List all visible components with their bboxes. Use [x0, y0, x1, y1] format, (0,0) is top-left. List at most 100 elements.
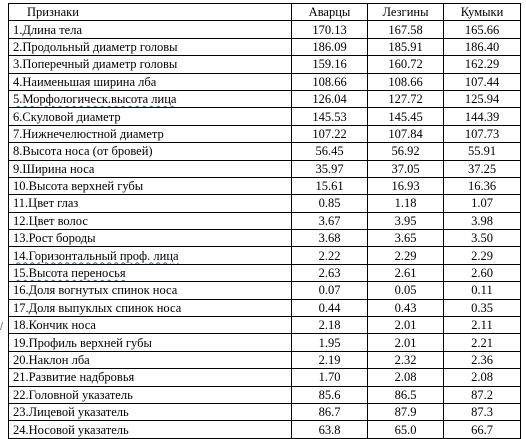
kumyks-value-cell: 55.91	[443, 142, 521, 161]
lezgins-value-cell: 56.92	[367, 142, 444, 161]
table-row: 10.Высота верхней губы 15.61 16.93 16.36	[8, 176, 521, 196]
lezgins-value-cell: 185.91	[367, 37, 444, 57]
kumyks-value: 87.2	[471, 387, 493, 402]
table-row: 8.Высота носа (от бровей) 56.45 56.92 55.91	[8, 142, 521, 161]
trait-label: 6.Скуловой диаметр	[13, 109, 121, 124]
table-row: 5.Морфологическ.высота лица 126.04 127.72 1…	[8, 89, 521, 109]
table-row: 3.Поперечный диаметр головы 159.16 160.72 1…	[8, 55, 521, 74]
kumyks-value-cell: 125.94	[443, 89, 521, 109]
kumyks-value-cell: 2.08	[443, 368, 521, 387]
kumyks-value-cell: 2.36	[443, 350, 521, 370]
avars-value-cell: 108.66	[291, 72, 368, 91]
trait-label-cell: 7.Нижнечелюстной диаметр	[8, 124, 292, 144]
kumyks-value: 37.25	[467, 161, 497, 176]
avars-value: 1.95	[318, 335, 341, 350]
lezgins-value-cell: 2.08	[367, 368, 444, 387]
lezgins-value: 107.84	[388, 126, 423, 141]
table-row: 12.Цвет волос 3.67 3.95 3.98	[8, 211, 521, 231]
table-row: 1.Длина тела 170.13 167.58 165.66	[8, 20, 521, 39]
kumyks-value: 55.91	[467, 144, 497, 159]
kumyks-value: 107.44	[464, 74, 500, 89]
avars-value: 0.07	[318, 283, 341, 298]
avars-value-cell: 3.68	[291, 229, 368, 248]
avars-value-cell: 0.85	[291, 194, 368, 213]
kumyks-value-cell: 165.66	[443, 20, 521, 39]
kumyks-value: 2.29	[471, 248, 493, 263]
kumyks-value-cell: 3.98	[443, 211, 521, 231]
kumyks-value: 125.94	[464, 92, 500, 107]
trait-label: 9.Ширина носа	[13, 161, 95, 176]
table-row: 21.Развитие надбровья 1.70 2.08 2.08	[8, 368, 521, 387]
kumyks-value: 162.29	[464, 57, 500, 72]
trait-label-cell: 10.Высота верхней губы	[8, 176, 292, 196]
kumyks-value-cell: 1.07	[443, 194, 521, 213]
header-cell-lezgins: Лезгины	[367, 2, 444, 22]
kumyks-value-cell: 3.50	[443, 229, 521, 248]
kumyks-value: 2.21	[471, 335, 493, 350]
avars-value: 2.22	[318, 248, 341, 263]
lezgins-value: 3.65	[394, 231, 417, 246]
avars-value: 35.97	[315, 161, 344, 176]
kumyks-value: 107.73	[464, 126, 500, 141]
kumyks-value: 66.7	[471, 422, 493, 437]
avars-value-cell: 1.95	[291, 333, 368, 352]
header-cell-kumyks: Кумыки	[443, 2, 521, 22]
trait-label: 2.Продольный диаметр головы	[13, 39, 178, 54]
kumyks-value-cell: 2.11	[443, 316, 521, 335]
lezgins-value-cell: 65.0	[367, 420, 444, 439]
lezgins-value-cell: 3.65	[367, 229, 444, 248]
avars-value-cell: 2.18	[291, 316, 368, 335]
avars-value: 15.61	[315, 179, 344, 194]
trait-label-cell: 21.Развитие надбровья	[8, 368, 292, 387]
trait-label-cell: 9.Ширина носа	[8, 159, 292, 178]
kumyks-value-cell: 2.29	[443, 246, 521, 265]
lezgins-value: 3.95	[394, 213, 417, 228]
avars-value: 86.7	[318, 405, 341, 420]
trait-label-cell: 19.Профиль верхней губы	[8, 333, 292, 352]
header-cell-avars: Аварцы	[291, 2, 368, 22]
avars-value-cell: 1.70	[291, 368, 368, 387]
lezgins-value-cell: 127.72	[367, 89, 444, 109]
avars-value-cell: 107.22	[291, 124, 368, 144]
table-row: 19.Профиль верхней губы 1.95 2.01 2.21	[8, 333, 521, 352]
trait-label-cell: 1.Длина тела	[8, 20, 292, 39]
avars-value: 145.53	[312, 109, 347, 124]
avars-value-cell: 56.45	[291, 142, 368, 161]
table-row: 22.Головной указатель 85.6 86.5 87.2	[8, 385, 521, 404]
kumyks-value: 186.40	[464, 39, 500, 54]
avars-value-cell: 0.07	[291, 281, 368, 300]
avars-value: 159.16	[312, 57, 347, 72]
lezgins-value: 127.72	[388, 92, 423, 107]
trait-label: 18.Кончик носа	[13, 318, 96, 333]
kumyks-value: 144.39	[464, 109, 500, 124]
lezgins-value-cell: 86.5	[367, 385, 444, 404]
table-body: 1.Длина тела 170.13 167.58 165.66 2.Продольн…	[8, 20, 521, 439]
kumyks-value: 2.11	[471, 318, 493, 333]
lezgins-value-cell: 107.84	[367, 124, 444, 144]
avars-value: 108.66	[312, 74, 347, 89]
header-cell-traits: Признаки	[8, 2, 292, 22]
table-row: 24.Носовой указатель 63.8 65.0 66.7	[8, 420, 521, 439]
avars-value-cell: 159.16	[291, 55, 368, 74]
header-row: Признаки Аварцы Лезгины Кумыки	[8, 2, 521, 22]
lezgins-value-cell: 167.58	[367, 20, 444, 39]
lezgins-value-cell: 16.93	[367, 176, 444, 196]
lezgins-value: 65.0	[394, 422, 417, 437]
lezgins-value-cell: 108.66	[367, 72, 444, 91]
trait-label: 20.Наклон лба	[13, 353, 90, 367]
avars-value-cell: 0.44	[291, 298, 368, 318]
lezgins-value: 160.72	[388, 57, 423, 72]
lezgins-value: 56.92	[391, 144, 420, 159]
avars-value: 3.68	[318, 231, 341, 246]
trait-label-cell: 3.Поперечный диаметр головы	[8, 55, 292, 74]
avars-value: 0.44	[318, 300, 341, 315]
avars-value: 2.18	[318, 318, 341, 333]
avars-value-cell: 35.97	[291, 159, 368, 178]
kumyks-value-cell: 37.25	[443, 159, 521, 178]
kumyks-value-cell: 16.36	[443, 176, 521, 196]
margin-mark: /	[0, 321, 4, 333]
trait-label-cell: 14.Горизонтальный проф. лица	[8, 246, 292, 265]
lezgins-value: 0.43	[394, 300, 417, 315]
kumyks-value: 3.50	[471, 231, 493, 246]
lezgins-value: 16.93	[391, 179, 420, 194]
